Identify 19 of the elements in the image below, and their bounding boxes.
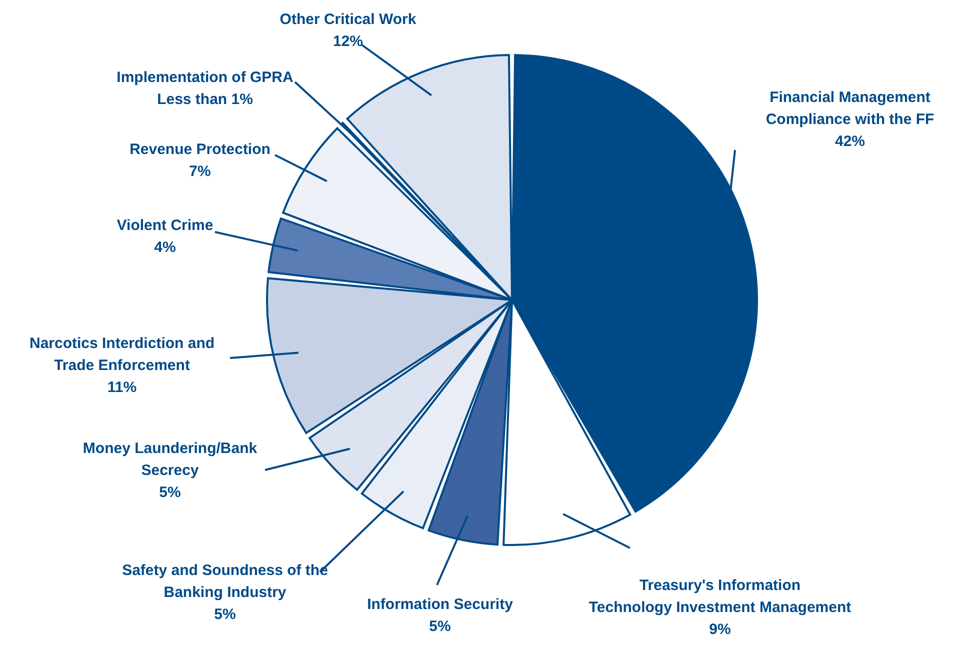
slice-label: Revenue Protection bbox=[130, 141, 270, 158]
data-label: 11% bbox=[107, 379, 137, 396]
data-label: 9% bbox=[709, 621, 731, 638]
data-label: 42% bbox=[834, 133, 866, 150]
data-label: 5% bbox=[214, 606, 236, 623]
data-label: 4% bbox=[154, 239, 176, 256]
slice-label: Other Critical Work bbox=[280, 11, 417, 28]
slice-label: Violent Crime bbox=[116, 217, 214, 234]
data-label: 5% bbox=[429, 618, 451, 635]
slice-label: Treasury's Information Technology Investment Management bbox=[588, 577, 852, 616]
data-label: 7% bbox=[189, 163, 211, 180]
slice-label: Information Security bbox=[367, 596, 514, 613]
slice-label: Money Laundering/Bank Secrecy bbox=[82, 440, 258, 479]
data-label: Less than 1% bbox=[157, 91, 253, 108]
slice-label: Narcotics Interdiction and Trade Enforcement bbox=[29, 335, 215, 374]
slice-label: Financial Management Compliance with the FF bbox=[766, 89, 934, 128]
data-label: 12% bbox=[332, 33, 364, 50]
data-label: 5% bbox=[159, 484, 181, 501]
slice-label: Implementation of GPRA bbox=[116, 69, 294, 86]
